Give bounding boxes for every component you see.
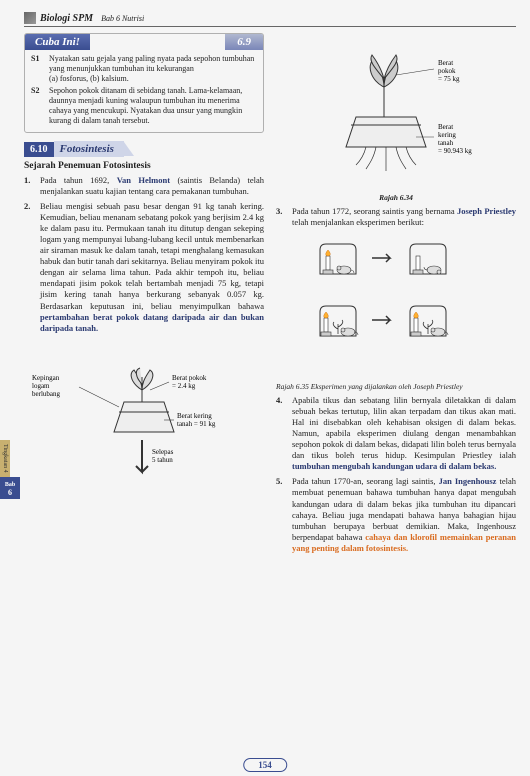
svg-text:kering: kering xyxy=(438,131,456,139)
try-this-box: Cuba Ini! 6.9 S1 Nyatakan satu gejala ya… xyxy=(24,33,264,133)
svg-text:tanah: tanah xyxy=(438,139,454,147)
list-item: 1. Pada tahun 1692, Van Helmont (saintis… xyxy=(24,175,264,197)
section-number: 6.10 xyxy=(24,142,54,157)
figure-6-34-caption: Rajah 6.34 xyxy=(276,193,516,202)
svg-text:Berat pokok: Berat pokok xyxy=(172,374,207,382)
page-header: Biologi SPM Bab 6 Nutrisi xyxy=(24,12,516,27)
bab-label: Bab 6 xyxy=(0,477,20,499)
s2-text: Sepohon pokok ditanam di sebidang tanah.… xyxy=(49,86,257,126)
left-column: Cuba Ini! 6.9 S1 Nyatakan satu gejala ya… xyxy=(24,33,264,558)
right-column: Berat pokok = 75 kg Berat kering tanah =… xyxy=(276,33,516,558)
svg-text:tanah = 91 kg: tanah = 91 kg xyxy=(177,420,216,428)
s1-label: S1 xyxy=(31,54,45,84)
svg-text:Selepas: Selepas xyxy=(152,448,174,456)
svg-text:Kepingan: Kepingan xyxy=(32,374,60,382)
svg-text:5 tahun: 5 tahun xyxy=(152,456,173,464)
list-item: 2. Beliau mengisi sebuah pasu besar deng… xyxy=(24,201,264,334)
svg-text:logam: logam xyxy=(32,382,50,390)
try-this-number: 6.9 xyxy=(225,34,263,50)
section-title: Fotosintesis xyxy=(54,141,124,157)
tingkatan-label: Tingkatan 4 xyxy=(0,440,10,477)
svg-text:= 2.4 kg: = 2.4 kg xyxy=(172,382,196,390)
svg-text:= 75 kg: = 75 kg xyxy=(438,75,460,83)
list-item: 5. Pada tahun 1770-an, seorang lagi sain… xyxy=(276,476,516,553)
side-tab: Tingkatan 4 Bab 6 xyxy=(0,440,20,499)
page-number: 154 xyxy=(243,758,287,772)
s1-text: Nyatakan satu gejala yang paling nyata p… xyxy=(49,54,257,84)
try-this-title: Cuba Ini! xyxy=(25,34,90,50)
book-logo xyxy=(24,12,36,24)
list-item: 3. Pada tahun 1772, seorang saintis yang… xyxy=(276,206,516,228)
svg-text:Berat kering: Berat kering xyxy=(177,412,212,420)
figure-6-35 xyxy=(276,236,516,376)
svg-text:Berat: Berat xyxy=(438,59,453,67)
book-title: Biologi SPM xyxy=(40,13,93,24)
s2-label: S2 xyxy=(31,86,45,126)
figure-6-34: Berat pokok = 75 kg Berat kering tanah =… xyxy=(276,37,516,187)
chapter-label: Bab 6 Nutrisi xyxy=(101,14,144,23)
svg-text:berlubang: berlubang xyxy=(32,390,60,398)
svg-text:= 90.943 kg: = 90.943 kg xyxy=(438,147,472,155)
figure-6-35-caption: Rajah 6.35 Eksperimen yang dijalankan ol… xyxy=(276,382,516,391)
subheading: Sejarah Penemuan Fotosintesis xyxy=(24,161,264,171)
section-tab: 6.10 Fotosintesis xyxy=(24,141,264,157)
svg-text:Berat: Berat xyxy=(438,123,453,131)
van-helmont-diagram: Kepingan logam berlubang Berat pokok = 2… xyxy=(24,342,264,512)
list-item: 4. Apabila tikus dan sebatang lilin bern… xyxy=(276,395,516,472)
svg-text:pokok: pokok xyxy=(438,67,456,75)
